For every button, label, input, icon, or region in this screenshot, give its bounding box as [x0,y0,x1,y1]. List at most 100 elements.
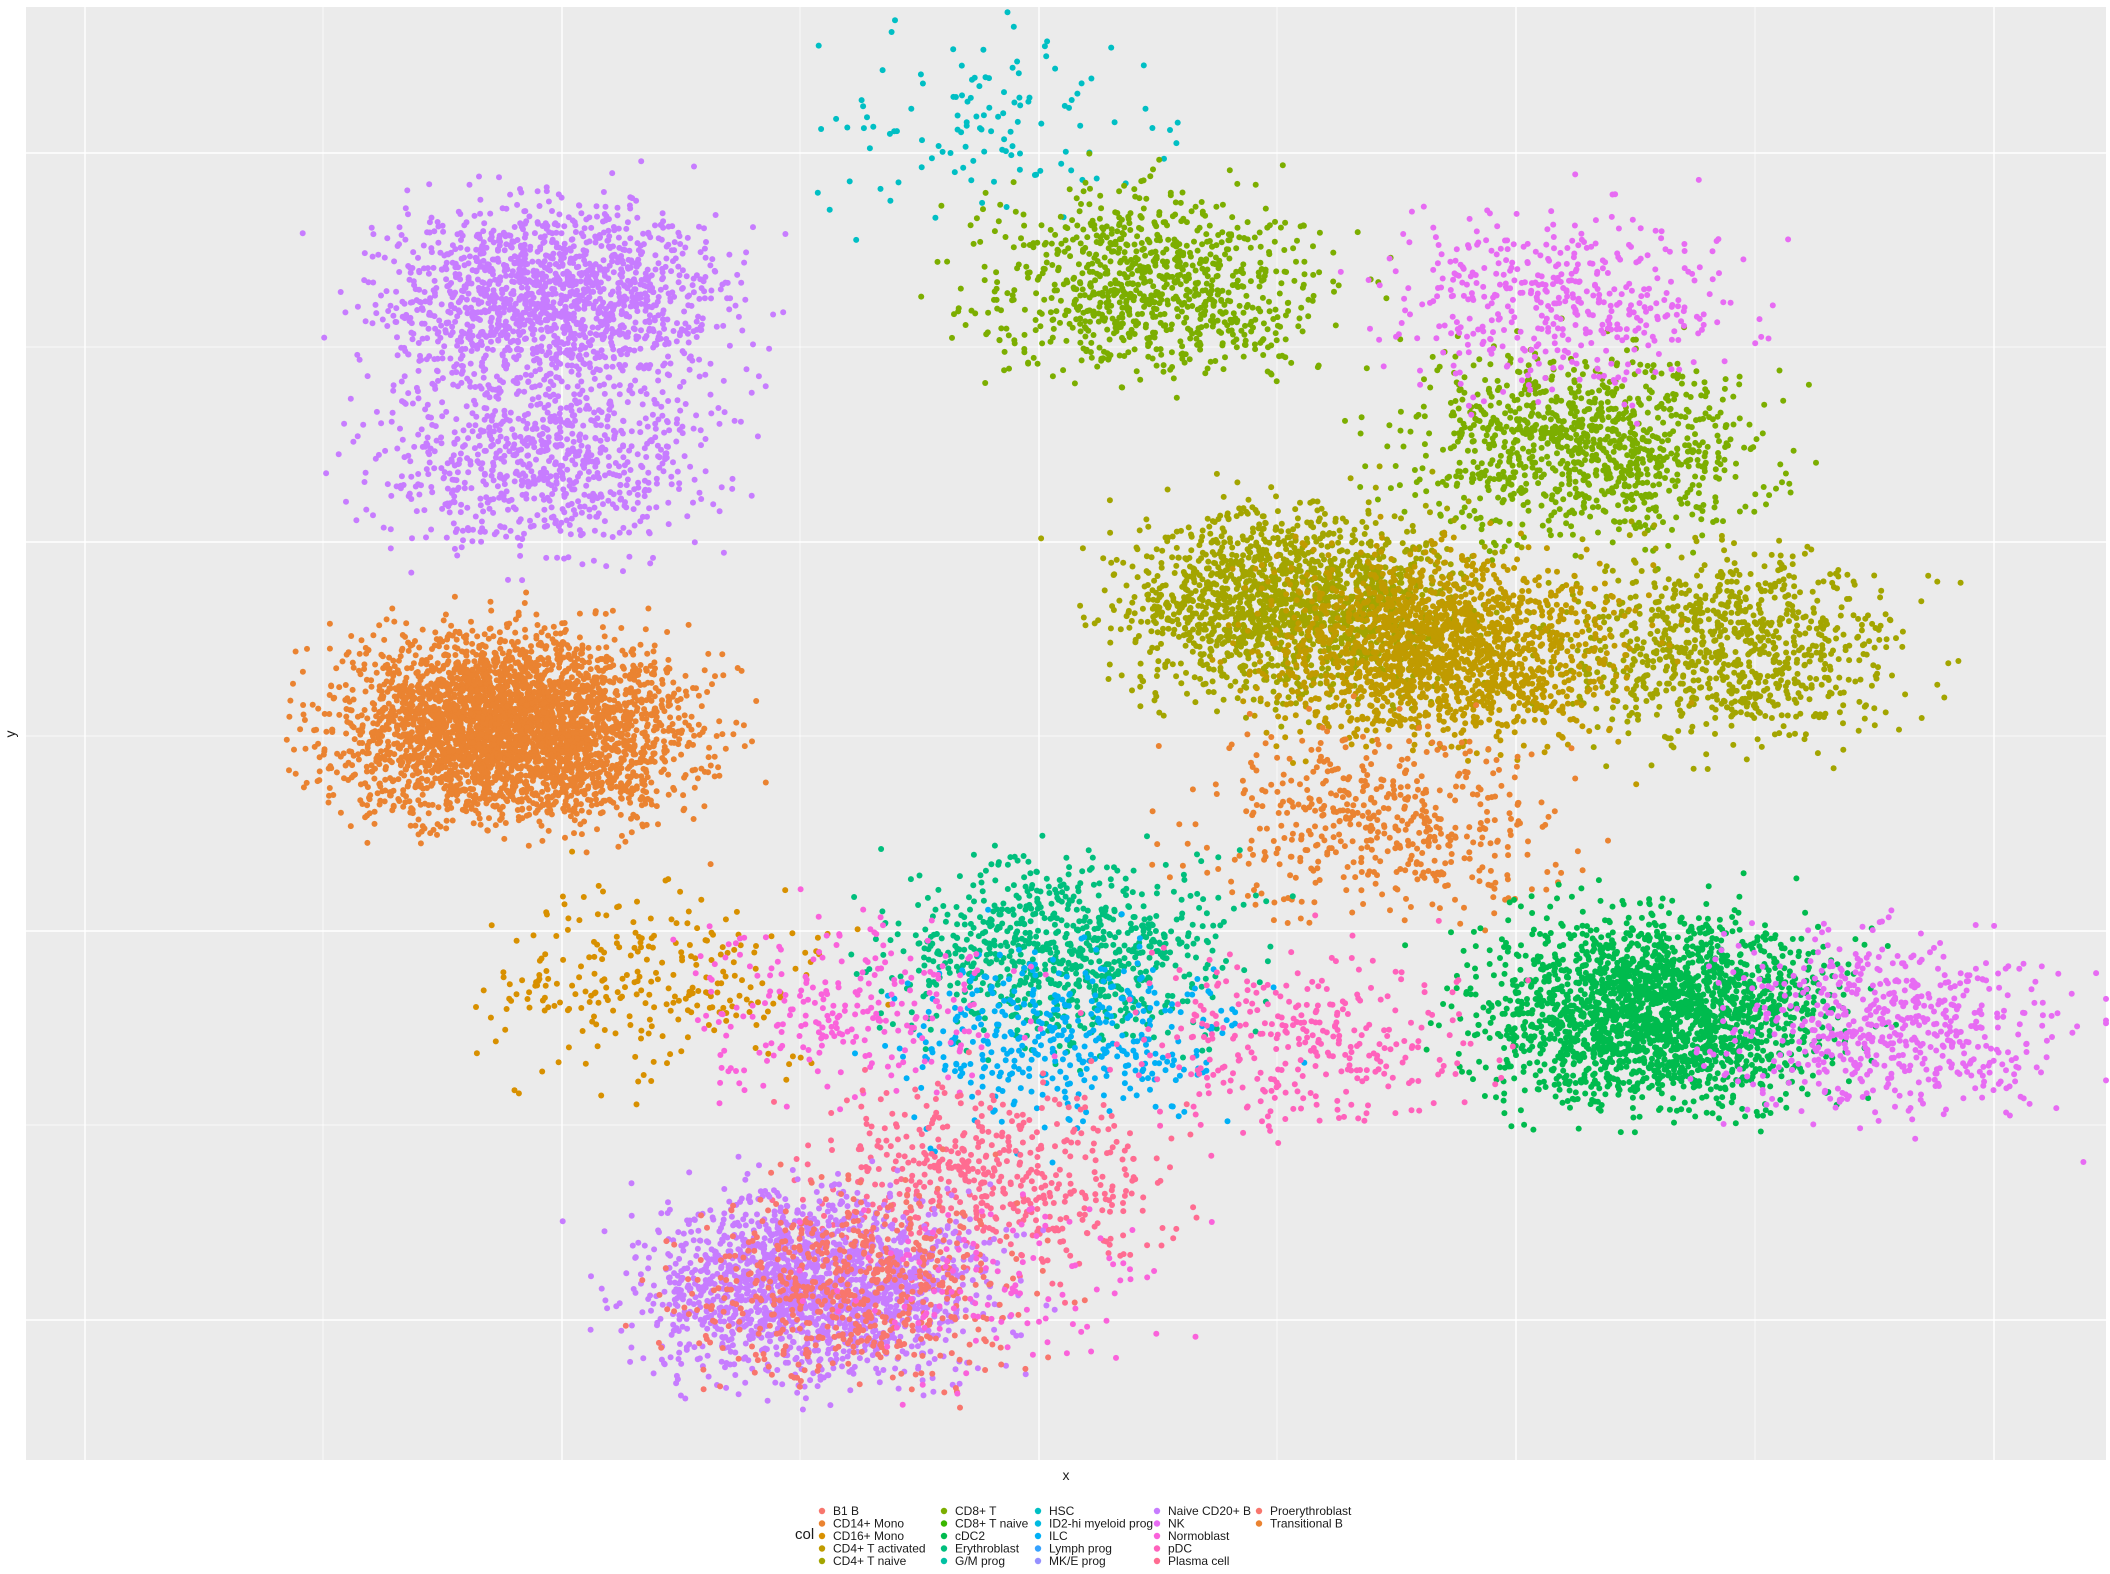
data-point [696,373,703,380]
data-point [437,636,444,643]
data-point [770,1000,777,1007]
data-point [343,730,350,737]
data-point [481,708,488,715]
data-point [391,258,398,265]
data-point [439,266,445,273]
data-point [618,308,625,314]
data-point [384,661,391,668]
data-point [594,911,601,918]
data-point [664,669,671,676]
data-point [681,350,688,357]
data-point [645,943,652,950]
data-point [394,352,401,359]
data-point [628,791,635,798]
data-point [373,713,380,720]
data-point [545,975,552,982]
data-point [586,744,593,751]
data-point [595,324,601,331]
data-point [484,675,491,682]
data-point [570,729,577,736]
data-point [379,316,386,323]
data-point [397,715,404,722]
data-point [537,288,544,295]
data-point [622,751,629,758]
data-point [558,251,565,258]
data-point [496,639,503,646]
data-point [479,279,486,286]
data-point [446,768,453,775]
data-point [444,660,451,667]
data-point [485,774,492,781]
data-point [349,659,356,666]
data-point [292,648,299,655]
data-point [591,953,598,960]
data-point [524,756,531,763]
data-point [507,191,514,198]
data-point [573,797,580,804]
data-point [470,820,477,827]
data-point [632,672,639,679]
data-point [492,1038,499,1045]
data-point [670,971,677,978]
data-point [459,686,466,693]
data-point [724,279,731,286]
data-point [496,668,503,675]
data-point [393,288,400,295]
data-point [603,993,610,1000]
data-point [650,1058,657,1065]
data-point [410,688,416,695]
data-point [478,250,485,257]
data-point [720,322,727,329]
data-point [582,1060,589,1067]
data-point [590,758,597,765]
data-point [381,681,388,688]
data-point [402,678,409,685]
data-point [639,401,646,408]
data-point [634,948,641,955]
data-point [389,677,396,684]
data-point [686,366,693,373]
data-point [540,700,547,707]
data-point [449,729,456,736]
data-point [452,652,459,658]
data-point [676,272,683,279]
data-point [580,773,587,780]
data-point [499,733,506,740]
data-point [646,1016,653,1023]
data-point [648,1078,655,1084]
data-point [789,930,796,937]
data-point [321,710,328,717]
data-point [510,759,517,766]
data-point [623,295,630,302]
data-point [578,779,585,786]
data-point [349,723,356,730]
data-point [371,820,378,827]
data-point [468,304,474,311]
data-point [495,237,502,244]
data-point [614,212,621,219]
data-point [478,765,485,771]
data-point [616,391,623,398]
data-point [508,290,515,297]
data-point [545,655,552,662]
data-point [497,752,504,759]
data-point [370,632,377,639]
data-point [565,915,572,922]
data-point [477,821,484,828]
data-point [610,1007,617,1014]
data-point [673,338,680,345]
data-point [457,211,464,217]
data-point [580,894,587,900]
data-point [678,949,685,956]
data-point [415,681,422,688]
data-point [446,748,453,755]
data-point [390,657,397,664]
data-point [374,752,381,759]
data-point [495,316,502,323]
data-point [460,708,467,715]
data-point [622,984,628,991]
data-point [623,225,630,232]
data-point [510,328,517,335]
data-point [686,292,692,299]
data-point [454,682,461,689]
